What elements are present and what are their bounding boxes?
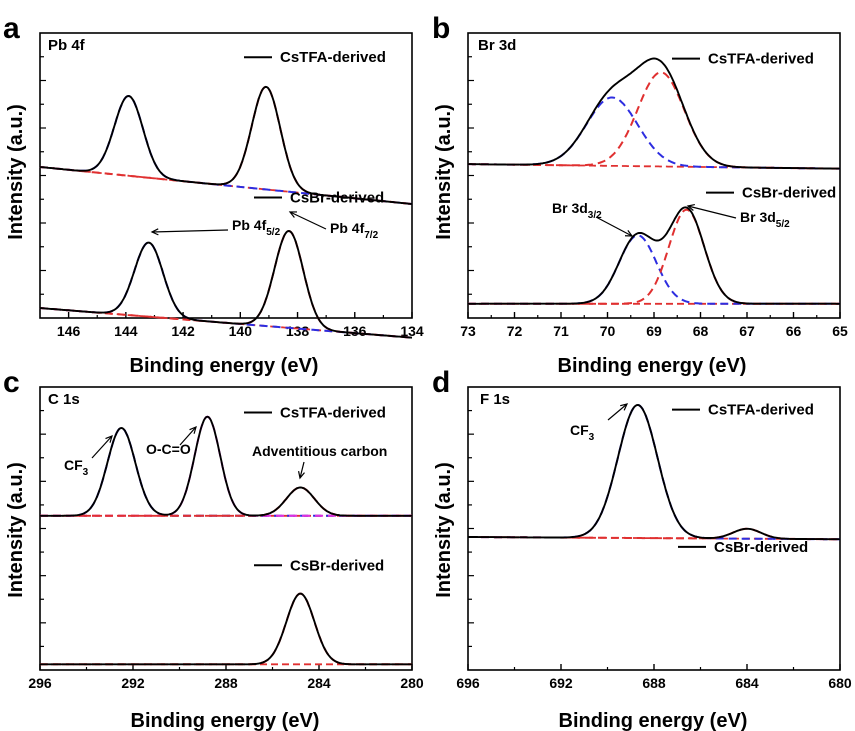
legend-label: CsBr-derived bbox=[742, 185, 836, 202]
fit-component-blue bbox=[39, 94, 413, 205]
y-axis-label: Intensity (a.u.) bbox=[5, 462, 27, 598]
annotation-arrow bbox=[179, 426, 197, 446]
peak-annotation: Br 3d3/2 bbox=[552, 200, 602, 221]
x-tick-label: 284 bbox=[307, 675, 331, 691]
y-axis-label: Intensity (a.u.) bbox=[433, 104, 455, 240]
fit-component-blue bbox=[468, 234, 840, 305]
annotation-arrow bbox=[289, 211, 327, 230]
panel-title: C 1s bbox=[48, 391, 80, 408]
x-tick-label: 288 bbox=[214, 675, 238, 691]
annotation-arrow bbox=[151, 229, 229, 233]
legend-label: CsTFA-derived bbox=[708, 402, 814, 419]
peak-annotation: O-C=O bbox=[146, 441, 191, 457]
panel-b: b Br 3d Intensity (a.u.) Binding energy … bbox=[432, 12, 848, 377]
annotation-arrowhead bbox=[288, 211, 298, 218]
x-tick-label: 68 bbox=[693, 323, 709, 339]
x-tick-label: 70 bbox=[600, 323, 616, 339]
panel-letter: d bbox=[432, 366, 450, 399]
annotation-arrowhead bbox=[624, 230, 634, 237]
x-axis-label: Binding energy (eV) bbox=[130, 355, 319, 377]
peak-annotation: Pb 4f5/2 bbox=[232, 217, 281, 238]
annotation-arrowhead bbox=[150, 228, 159, 236]
plot-frame bbox=[467, 386, 841, 671]
x-tick-label: 692 bbox=[549, 675, 573, 691]
panel-letter: c bbox=[3, 366, 20, 399]
peak-annotation: Br 3d5/2 bbox=[740, 209, 790, 230]
x-tick-label: 146 bbox=[57, 323, 81, 339]
spectrum-line bbox=[40, 592, 412, 666]
x-tick-label: 66 bbox=[786, 323, 802, 339]
annotation-arrow bbox=[91, 435, 113, 459]
fit-component-red bbox=[40, 592, 412, 666]
annotation-arrow bbox=[299, 461, 305, 479]
x-tick-label: 688 bbox=[642, 675, 666, 691]
x-tick-label: 680 bbox=[828, 675, 852, 691]
x-tick-label: 134 bbox=[400, 323, 424, 339]
annotation-arrowhead bbox=[297, 471, 305, 480]
legend-label: CsTFA-derived bbox=[280, 49, 386, 66]
panel-title: F 1s bbox=[480, 391, 510, 408]
x-tick-label: 72 bbox=[507, 323, 523, 339]
annotation-arrow bbox=[607, 403, 628, 421]
fit-component-red bbox=[468, 71, 841, 170]
annotation-arrow bbox=[687, 205, 737, 219]
x-tick-label: 69 bbox=[646, 323, 662, 339]
y-axis-label: Intensity (a.u.) bbox=[433, 462, 455, 598]
x-axis-label: Binding energy (eV) bbox=[559, 710, 748, 731]
panel-title: Br 3d bbox=[478, 37, 516, 54]
x-tick-label: 65 bbox=[832, 323, 848, 339]
plot-frame bbox=[39, 386, 413, 671]
y-axis-label: Intensity (a.u.) bbox=[5, 104, 27, 240]
x-tick-label: 696 bbox=[456, 675, 480, 691]
x-axis-label: Binding energy (eV) bbox=[131, 710, 320, 731]
fit-component-red bbox=[39, 229, 413, 339]
peak-annotation: Pb 4f7/2 bbox=[330, 220, 379, 241]
annotation-arrowhead bbox=[620, 403, 629, 411]
spectrum-line bbox=[468, 404, 841, 541]
peak-annotation: CF3 bbox=[570, 422, 595, 443]
legend-label: CsTFA-derived bbox=[708, 51, 814, 68]
x-tick-label: 136 bbox=[343, 323, 367, 339]
panel-title: Pb 4f bbox=[48, 37, 86, 54]
panel-letter: a bbox=[3, 12, 20, 45]
x-tick-label: 684 bbox=[735, 675, 759, 691]
panel-letter: b bbox=[432, 12, 450, 45]
fit-component-blue bbox=[468, 403, 841, 541]
legend-label: CsBr-derived bbox=[714, 539, 808, 556]
x-tick-label: 296 bbox=[28, 675, 52, 691]
x-tick-label: 71 bbox=[553, 323, 569, 339]
x-axis-label: Binding energy (eV) bbox=[558, 355, 747, 377]
x-tick-label: 140 bbox=[229, 323, 253, 339]
fit-component-blue bbox=[40, 426, 412, 517]
peak-annotation: Adventitious carbon bbox=[252, 443, 387, 459]
x-tick-label: 67 bbox=[739, 323, 755, 339]
x-tick-label: 142 bbox=[171, 323, 195, 339]
fit-component-red bbox=[40, 486, 412, 517]
legend-label: CsBr-derived bbox=[290, 557, 384, 574]
x-tick-label: 138 bbox=[286, 323, 310, 339]
annotation-arrowhead bbox=[189, 425, 197, 434]
plot-frame bbox=[39, 32, 413, 319]
spectrum-line bbox=[468, 206, 840, 305]
annotation-arrowhead bbox=[105, 434, 113, 443]
x-tick-label: 280 bbox=[400, 675, 424, 691]
legend-label: CsBr-derived bbox=[290, 189, 384, 206]
annotation-arrow bbox=[595, 216, 633, 237]
x-tick-label: 144 bbox=[114, 323, 138, 339]
panel-c: c C 1s Intensity (a.u.) Binding energy (… bbox=[3, 366, 424, 731]
panel-d: d F 1s Intensity (a.u.) Binding energy (… bbox=[432, 366, 852, 731]
spectrum-line bbox=[468, 57, 841, 170]
spectrum-line bbox=[40, 415, 412, 517]
spectrum-line bbox=[39, 230, 413, 339]
annotation-arrowhead bbox=[686, 203, 695, 211]
x-tick-label: 292 bbox=[121, 675, 145, 691]
spectrum-line bbox=[39, 85, 413, 205]
peak-annotation: CF3 bbox=[64, 457, 89, 478]
x-tick-label: 73 bbox=[460, 323, 476, 339]
legend-label: CsTFA-derived bbox=[280, 404, 386, 421]
fit-component-blue bbox=[468, 96, 841, 170]
panel-a: a Pb 4f Intensity (a.u.) Binding energy … bbox=[3, 12, 424, 377]
